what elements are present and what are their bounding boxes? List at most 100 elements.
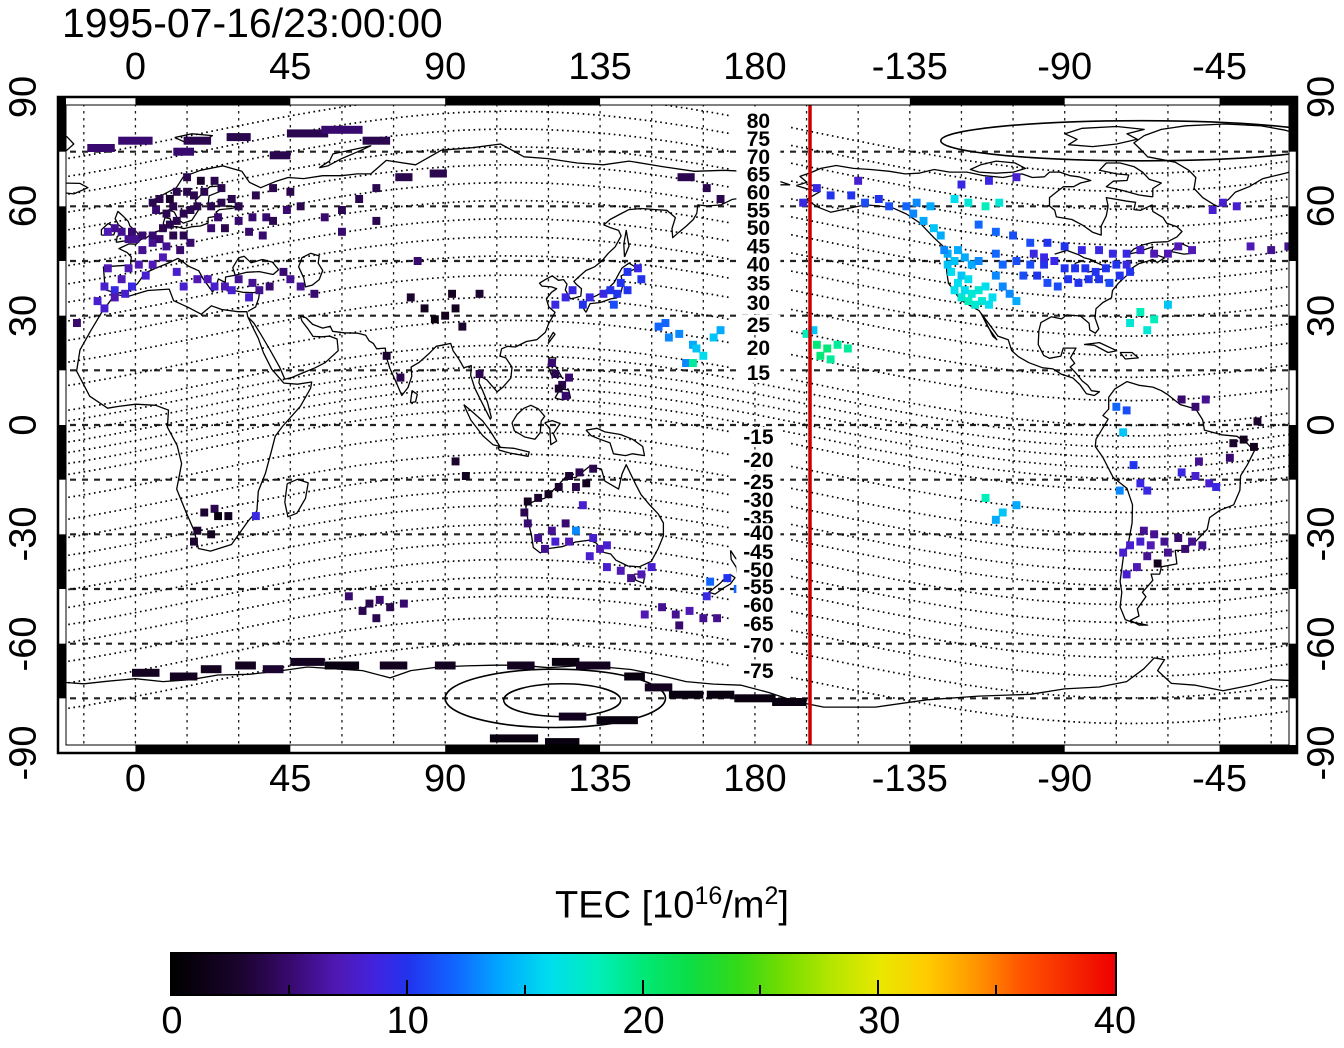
- tec-measurement: [685, 606, 694, 615]
- contour-label: 70: [747, 146, 770, 169]
- tec-measurement: [523, 497, 532, 506]
- tec-measurement: [1250, 442, 1258, 451]
- tec-measurement: [214, 213, 222, 222]
- coastline-path: [1119, 351, 1139, 360]
- tec-measurement: [1188, 246, 1196, 255]
- tec-measurement: [558, 712, 587, 721]
- contour-label: -20: [743, 449, 773, 472]
- tec-measurement: [823, 344, 832, 353]
- colorbar-title-close: ]: [778, 884, 789, 927]
- lon-tick-label-top: 45: [269, 46, 312, 88]
- tec-measurement: [124, 264, 133, 273]
- lon-tick-label-top: 0: [124, 46, 147, 88]
- colorbar-gradient: [170, 952, 1117, 996]
- tec-measurement: [210, 176, 219, 185]
- tec-measurement: [909, 209, 918, 218]
- tec-measurement: [1143, 326, 1152, 335]
- tec-measurement: [420, 304, 429, 313]
- lat-tick-label-left: 30: [2, 294, 45, 337]
- tec-measurement: [235, 661, 256, 670]
- tec-measurement: [279, 267, 288, 276]
- tec-measurement: [234, 202, 243, 211]
- tec-measurement: [702, 592, 711, 601]
- lon-tick-label-top: 90: [424, 46, 467, 88]
- tec-measurement: [286, 275, 295, 284]
- lon-tick-label-bottom: 45: [269, 758, 312, 800]
- tec-measurement: [1150, 315, 1159, 324]
- tec-measurement: [576, 661, 611, 670]
- tec-measurement: [1188, 537, 1196, 546]
- tec-measurement: [1146, 541, 1155, 550]
- tec-measurement: [1012, 173, 1021, 182]
- contour-label: -55: [743, 576, 774, 599]
- tec-measurement: [551, 657, 580, 666]
- tec-measurement: [1019, 271, 1028, 280]
- tec-measurement: [677, 173, 695, 182]
- tec-measurement: [1102, 264, 1110, 273]
- contour-label: -40: [743, 522, 773, 545]
- colorbar-tick-label: 20: [622, 1000, 665, 1042]
- tec-measurement: [173, 147, 194, 156]
- tec-measurement: [1126, 541, 1134, 550]
- tec-measurement: [609, 300, 618, 309]
- tec-measurement: [103, 264, 112, 273]
- tec-measurement: [954, 278, 962, 287]
- tec-measurement: [565, 472, 573, 480]
- tec-measurement: [1060, 242, 1069, 251]
- tec-measurement: [998, 260, 1007, 269]
- tec-measurement: [1005, 289, 1014, 298]
- tec-measurement: [193, 526, 202, 535]
- tec-measurement: [190, 537, 198, 546]
- tec-measurement: [1136, 479, 1145, 488]
- tec-measurement: [1225, 453, 1234, 462]
- tec-measurement: [138, 231, 147, 240]
- contour-label: 50: [747, 217, 770, 240]
- tec-measurement: [338, 206, 346, 214]
- coastline-path: [511, 404, 546, 440]
- tec-measurement: [1133, 563, 1141, 572]
- tec-measurement: [1136, 537, 1145, 546]
- tec-measurement: [637, 570, 646, 579]
- tec-measurement: [551, 537, 560, 546]
- tec-measurement: [874, 195, 883, 203]
- coastline-path: [318, 145, 372, 169]
- tec-measurement: [321, 125, 363, 134]
- tec-measurement: [658, 603, 666, 612]
- tec-measurement: [599, 289, 608, 298]
- contour-label: -30: [743, 489, 773, 512]
- tec-measurement: [221, 224, 229, 233]
- tec-measurement: [448, 289, 456, 298]
- colorbar-tick-mark: [405, 980, 408, 994]
- contour-label: -65: [743, 613, 774, 636]
- tec-measurement: [1115, 271, 1124, 280]
- tec-measurement: [702, 184, 711, 193]
- tec-measurement: [118, 136, 153, 145]
- tec-measurement: [320, 213, 329, 222]
- tec-measurement: [159, 224, 167, 233]
- contour-label: 15: [747, 362, 771, 385]
- tec-measurement: [960, 253, 969, 262]
- tec-measurement: [93, 297, 102, 306]
- lon-tick-label-top: 180: [723, 46, 787, 88]
- tec-measurement: [159, 253, 167, 262]
- lat-tick-label-left: 90: [2, 75, 45, 119]
- tec-measurement: [124, 235, 133, 244]
- tec-measurement: [854, 176, 863, 185]
- tec-measurement: [429, 169, 447, 178]
- tec-measurement: [985, 300, 993, 309]
- tec-measurement: [812, 184, 821, 193]
- contour-label: -60: [743, 594, 773, 617]
- tec-measurement: [296, 282, 305, 291]
- lat-tick-label-left: 0: [2, 414, 45, 436]
- tec-measurement: [165, 220, 174, 229]
- tec-measurement: [224, 512, 233, 521]
- tec-measurement: [967, 289, 976, 298]
- tec-measurement: [1074, 278, 1083, 287]
- tec-measurement: [255, 286, 264, 295]
- tec-measurement: [1191, 472, 1200, 480]
- tec-measurement: [706, 577, 715, 586]
- tec-measurement: [258, 231, 267, 240]
- tec-measurement: [1136, 308, 1145, 316]
- tec-measurement: [809, 326, 818, 335]
